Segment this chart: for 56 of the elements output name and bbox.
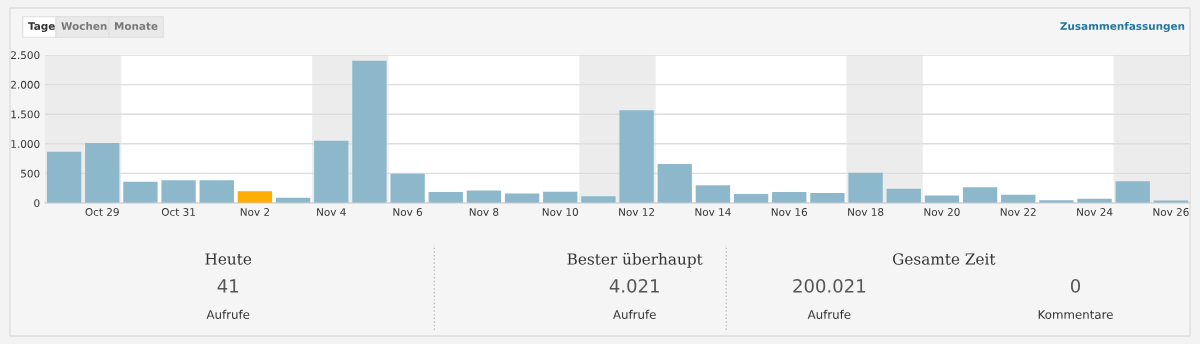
bar [161, 180, 196, 203]
x-tick-label: Oct 31 [161, 208, 195, 216]
bar [657, 163, 692, 203]
x-tick-label: Nov 4 [317, 208, 346, 216]
text: 41 [217, 279, 239, 293]
text: 0 [1070, 279, 1081, 293]
bar [428, 191, 463, 203]
bar [1115, 181, 1150, 203]
x-tick-label: Nov 10 [542, 208, 579, 216]
text: 200.021 [793, 279, 865, 293]
text: Aufrufe [807, 309, 851, 319]
y-tick-label: 500 [21, 169, 40, 178]
y-tick-label: 0 [34, 199, 40, 208]
y-tick-label: 2.500 [11, 51, 40, 60]
x-tick-label: Nov 16 [771, 208, 808, 216]
text: Tage [28, 22, 55, 33]
bar [314, 140, 349, 203]
text: 4.021 [609, 279, 659, 293]
y-tick-label: 2.000 [11, 80, 40, 89]
text: Bester überhaupt [567, 252, 703, 268]
text: Kommentare [1038, 310, 1113, 319]
x-tick-label: Nov 12 [619, 208, 654, 216]
x-tick-label: Oct 29 [85, 208, 119, 216]
x-tick-label: Nov 22 [1000, 208, 1036, 216]
bar [46, 151, 82, 203]
x-tick-label: Nov 2 [240, 208, 270, 216]
text: Monate [114, 22, 158, 31]
bar [581, 196, 616, 203]
bar [695, 185, 731, 203]
bar [237, 191, 273, 203]
bar [848, 172, 883, 203]
x-tick-label: Nov 8 [469, 208, 499, 216]
bar [962, 187, 998, 203]
bar [85, 143, 120, 203]
bar [810, 193, 845, 203]
x-tick-label: Nov 26 [1153, 208, 1189, 216]
text: Heute [205, 253, 252, 265]
x-tick-label: Nov 20 [924, 208, 960, 216]
x-tick-label: Nov 24 [1077, 208, 1113, 216]
text: Wochen [61, 21, 107, 31]
bar [199, 180, 234, 203]
y-tick-label: 1.000 [11, 140, 40, 148]
bar [886, 188, 921, 203]
x-tick-label: Nov 18 [848, 208, 884, 216]
y-tick-label: 1.500 [11, 110, 40, 119]
bar [390, 173, 425, 203]
text: Zusammenfassungen [1060, 21, 1185, 33]
x-tick-label: Nov 14 [695, 208, 731, 216]
text: Aufrufe [613, 309, 656, 319]
bar [619, 110, 654, 203]
text: Gesamte Zeit [892, 253, 996, 265]
x-tick-label: Nov 6 [393, 208, 423, 216]
text: Aufrufe [206, 309, 250, 319]
bar [924, 195, 960, 203]
bar [123, 181, 158, 203]
bar [466, 190, 502, 203]
